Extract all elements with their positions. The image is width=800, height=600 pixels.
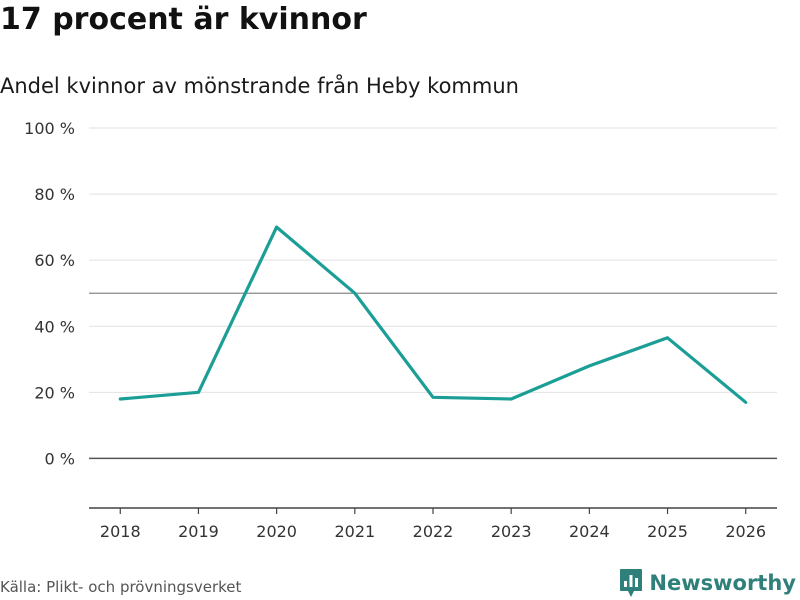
series-lines: [118, 225, 748, 404]
y-tick-label: 20 %: [34, 383, 75, 402]
x-tick-label: 2024: [569, 522, 610, 541]
y-tick-label: 60 %: [34, 251, 75, 270]
chart-subtitle: Andel kvinnor av mönstrande från Heby ko…: [0, 74, 519, 98]
source-note: Källa: Plikt- och prövningsverket: [0, 578, 242, 596]
x-axis: 2018 2019 2020 2021 2022 2023 2024 2025 2026: [89, 507, 777, 541]
chart-title: 17 procent är kvinnor: [0, 2, 367, 37]
x-tick-label: 2019: [178, 522, 219, 541]
x-tick-label: 2026: [725, 522, 766, 541]
y-tick-label: 0 %: [45, 449, 75, 468]
newsworthy-logo-icon: [620, 569, 643, 597]
y-axis-labels: 0 % 20 % 40 % 60 % 80 % 100 %: [24, 119, 75, 468]
x-tick-label: 2025: [647, 522, 688, 541]
x-tick-label: 2020: [256, 522, 297, 541]
series-line-0: [118, 225, 748, 404]
y-tick-label: 40 %: [34, 317, 75, 336]
brand-logo: Newsworthy: [619, 568, 796, 598]
reference-lines: [89, 292, 777, 460]
x-tick-label: 2018: [100, 522, 141, 541]
grid-lines: [89, 127, 777, 393]
brand-name: Newsworthy: [649, 571, 796, 595]
x-tick-label: 2022: [413, 522, 454, 541]
y-tick-label: 80 %: [34, 185, 75, 204]
x-tick-label: 2021: [334, 522, 375, 541]
y-tick-label: 100 %: [24, 119, 75, 138]
x-tick-label: 2023: [491, 522, 532, 541]
